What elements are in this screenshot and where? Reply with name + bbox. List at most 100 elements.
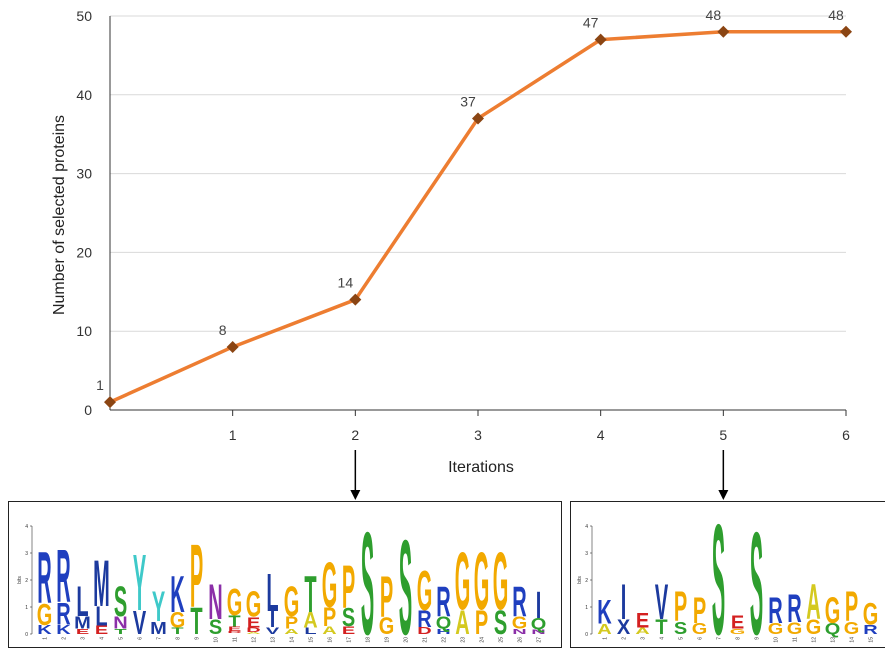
- logo-letter: R: [512, 579, 526, 626]
- logo-letter: Q: [436, 614, 452, 634]
- logo-letter: P: [475, 603, 488, 641]
- logo-letter: S: [361, 502, 374, 647]
- logo-letter: G: [37, 599, 53, 632]
- data-point-marker: [840, 25, 852, 38]
- logo-letter: V: [133, 604, 147, 642]
- logo-letter: Q: [825, 620, 841, 637]
- logo-position-label: 4: [100, 637, 106, 640]
- logo-letter: K: [597, 593, 612, 631]
- logo-position-label: 5: [679, 637, 685, 640]
- logo-letter: A: [246, 632, 260, 635]
- data-labels: 1 8 14 37 47 48 48: [96, 7, 844, 393]
- data-label: 48: [706, 7, 722, 23]
- logo-letter: E: [636, 609, 649, 633]
- logo-letter: D: [417, 626, 431, 637]
- logo-position-label: 2: [622, 637, 628, 640]
- logo-letter: K: [37, 623, 51, 638]
- logo-y-tick-label: 0: [585, 632, 588, 638]
- logo-letter: R: [436, 579, 450, 626]
- logo-letter: T: [304, 566, 316, 624]
- logo-y-axis-label: bits: [17, 576, 23, 584]
- logo-letter: P: [285, 614, 298, 634]
- logo-letter: G: [806, 616, 822, 640]
- logo-letter: S: [674, 619, 687, 639]
- logo-position-label: 22: [442, 637, 448, 643]
- series-line-path: [109, 30, 846, 404]
- logo-letter: A: [597, 621, 612, 638]
- arrow-head: [718, 490, 729, 500]
- logo-letter: S: [750, 502, 763, 647]
- logo-letter: V: [266, 626, 280, 636]
- logo-letter: S: [209, 616, 222, 640]
- logo-letter: R: [417, 605, 432, 632]
- logo-letter: G: [455, 535, 471, 627]
- y-axis-label: Number of selected proteins: [51, 115, 68, 315]
- logo-letter: E: [76, 628, 89, 636]
- logo-letter: P: [323, 602, 336, 631]
- logo-letter: A: [322, 624, 337, 636]
- logo-y-tick-label: 4: [585, 524, 588, 530]
- logo-y-tick-label: 1: [25, 605, 28, 611]
- logo-position-label: 16: [328, 637, 334, 643]
- logo-letter: T: [114, 628, 127, 636]
- logo-letter: P: [380, 566, 393, 630]
- y-tick-label: 50: [76, 8, 92, 24]
- logo-letter: G: [730, 627, 746, 636]
- data-point-marker: [104, 396, 116, 409]
- logo-position-label: 9: [195, 637, 201, 640]
- logo-position-label: 11: [793, 637, 799, 642]
- logo-letter: E: [731, 613, 744, 633]
- logo-letter: P: [845, 584, 858, 631]
- logo-letter: I: [621, 574, 627, 631]
- logo-position-label: 7: [157, 637, 163, 640]
- logo-y-axis-label: bits: [577, 576, 583, 584]
- logo-letter: Y: [133, 540, 146, 628]
- logo-letter: L: [76, 579, 88, 626]
- logo-letter: M: [74, 614, 91, 634]
- data-label: 8: [219, 322, 227, 338]
- logo-letter: G: [844, 619, 860, 639]
- logo-letter: N: [531, 629, 545, 636]
- logo-letter: G: [227, 583, 243, 624]
- y-tick-label: 20: [76, 244, 92, 260]
- logo-position-label: 18: [366, 637, 372, 643]
- gridlines: [110, 15, 846, 332]
- logo-letter: G: [863, 596, 879, 632]
- logo-position-label: 13: [271, 637, 277, 643]
- logo-letter: G: [692, 620, 708, 637]
- logo-position-label: 6: [698, 637, 704, 640]
- logo-letter: Q: [531, 615, 547, 633]
- logo-position-label: 3: [641, 637, 647, 640]
- logo-letter: P: [342, 553, 355, 622]
- logo-letter: E: [247, 614, 261, 631]
- logo-letter: A: [284, 628, 299, 636]
- logo-position-label: 20: [404, 637, 410, 643]
- sequence-logo-iteration-2: 0 1 2 3 4 bits K G R 1 K R R 2 E M L 3 E L M 4 T N S 5 V Y 6 M Y 7 T G K 8 T…: [8, 501, 562, 648]
- logo-position-label: 2: [62, 637, 68, 640]
- logo-letter: N: [512, 628, 526, 636]
- x-axis-label: Iterations: [448, 459, 514, 476]
- logo-letter: R: [787, 587, 802, 631]
- logo-letter: G: [322, 549, 338, 620]
- logo-position-label: 25: [499, 637, 505, 643]
- logo-letter: I: [270, 607, 276, 632]
- logo-letter: T: [171, 626, 184, 636]
- logo-position-label: 12: [252, 637, 258, 643]
- x-tick-label: 2: [351, 427, 359, 443]
- logo-letter: G: [246, 586, 262, 626]
- logo-letter: R: [768, 590, 782, 631]
- logo-letter: E: [342, 625, 356, 637]
- logo-letter: V: [655, 574, 669, 631]
- logo-letter: G: [379, 612, 395, 639]
- logo-position-label: 1: [43, 637, 49, 640]
- logo-position-label: 23: [461, 637, 467, 643]
- data-label: 47: [583, 15, 599, 31]
- logo-y-tick-label: 2: [25, 578, 28, 584]
- logo-letter: T: [190, 602, 203, 643]
- data-label: 48: [828, 7, 844, 23]
- logo-position-label: 1: [603, 637, 609, 640]
- logo-position-label: 12: [812, 637, 818, 643]
- logo-letter: G: [417, 559, 433, 622]
- series-line: [104, 25, 852, 409]
- logo-letter: G: [170, 609, 186, 633]
